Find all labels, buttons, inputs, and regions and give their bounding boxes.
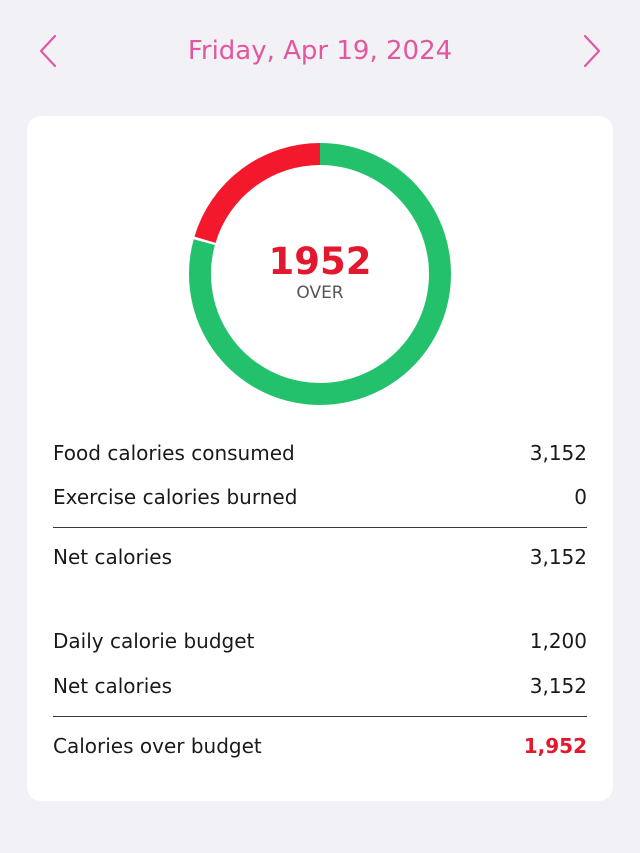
calorie-ring-chart bbox=[189, 143, 451, 405]
calorie-summary-card: 1952 OVER Food calories consumed 3,152 E… bbox=[27, 116, 613, 801]
calories-over-budget-row: Calories over budget 1,952 bbox=[53, 730, 587, 762]
row-label: Net calories bbox=[53, 674, 173, 698]
row-value: 1,200 bbox=[529, 629, 587, 653]
budget-arc bbox=[189, 143, 451, 405]
date-title[interactable]: Friday, Apr 19, 2024 bbox=[187, 36, 453, 66]
budget-net-calories-row: Net calories 3,152 bbox=[53, 670, 587, 702]
row-label: Calories over budget bbox=[53, 734, 262, 758]
ring-center: 1952 OVER bbox=[188, 142, 452, 406]
row-value: 3,152 bbox=[529, 545, 587, 569]
chevron-left-icon bbox=[39, 34, 57, 68]
row-label: Exercise calories burned bbox=[53, 485, 298, 509]
net-calories-row: Net calories 3,152 bbox=[53, 541, 587, 573]
food-calories-row: Food calories consumed 3,152 bbox=[53, 437, 587, 469]
divider bbox=[53, 527, 587, 528]
row-value: 0 bbox=[574, 485, 587, 509]
divider bbox=[53, 716, 587, 717]
daily-budget-row: Daily calorie budget 1,200 bbox=[53, 625, 587, 657]
row-value: 3,152 bbox=[529, 441, 587, 465]
exercise-calories-row: Exercise calories burned 0 bbox=[53, 481, 587, 513]
previous-day-button[interactable] bbox=[30, 33, 66, 69]
row-label: Food calories consumed bbox=[53, 441, 295, 465]
next-day-button[interactable] bbox=[574, 33, 610, 69]
over-budget-value: 1,952 bbox=[523, 734, 587, 758]
calorie-ring: 1952 OVER bbox=[188, 142, 452, 406]
chevron-right-icon bbox=[583, 34, 601, 68]
row-label: Daily calorie budget bbox=[53, 629, 255, 653]
ring-over-value: 1952 bbox=[268, 240, 372, 283]
row-label: Net calories bbox=[53, 545, 173, 569]
over-arc bbox=[194, 143, 321, 244]
date-header: Friday, Apr 19, 2024 bbox=[0, 0, 640, 104]
row-value: 3,152 bbox=[529, 674, 587, 698]
ring-over-label: OVER bbox=[296, 283, 344, 303]
